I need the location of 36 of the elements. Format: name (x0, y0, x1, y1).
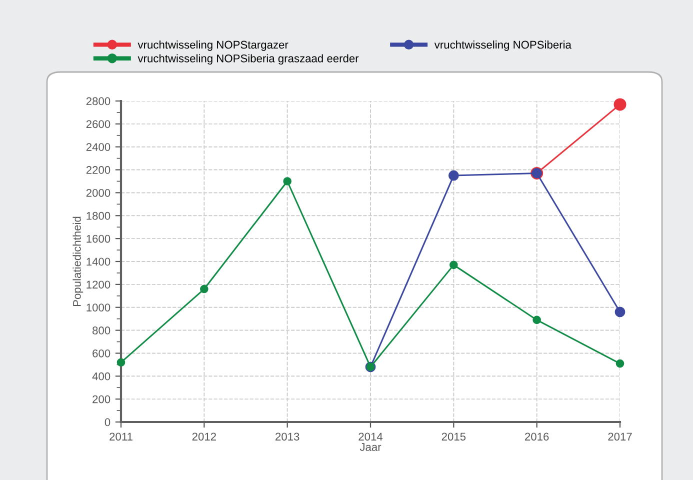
point (116, 358, 126, 367)
point (614, 306, 626, 318)
y-tick-label: 400 (92, 372, 110, 380)
y-tick-label: 0 (104, 418, 110, 426)
x-tick-label: 2017 (608, 432, 632, 441)
y-tick-label: 2400 (86, 143, 110, 151)
x-tick-label: 2015 (442, 432, 466, 441)
x-tick-label: 2016 (525, 432, 549, 441)
y-tick-label: 1000 (86, 304, 110, 312)
point (532, 316, 541, 324)
legend-label: vruchtwisseling NOPStargazer (138, 40, 288, 51)
y-tick-label: 1200 (86, 280, 110, 289)
y-tick-label: 1600 (86, 234, 110, 243)
x-tick-label: 2011 (110, 432, 132, 441)
x-tick-label: 2013 (276, 432, 300, 441)
legend-label: vruchtwisseling NOPSiberia (434, 40, 572, 51)
x-axis-title: Jaar (360, 443, 382, 451)
point (283, 177, 292, 186)
point (448, 170, 459, 181)
point (616, 359, 624, 368)
y-tick-label: 600 (92, 349, 110, 358)
y-tick-label: 2600 (86, 120, 110, 128)
point (200, 284, 208, 294)
point (614, 98, 626, 111)
x-tick-label: 2014 (358, 432, 383, 441)
y-tick-label: 200 (92, 395, 110, 404)
y-tick-label: 2000 (86, 188, 110, 197)
y-tick-label: 1800 (86, 212, 110, 220)
y-axis-title: Populatiedichtheid (72, 216, 84, 306)
y-tick-label: 2800 (86, 97, 110, 106)
point (450, 260, 458, 270)
legend-label: vruchtwisseling NOPSiberia graszaad eerder (138, 54, 359, 65)
x-tick-label: 2012 (192, 432, 216, 441)
y-tick-label: 2200 (86, 166, 110, 174)
y-tick-label: 800 (92, 326, 110, 334)
y-tick-label: 1400 (86, 258, 110, 266)
